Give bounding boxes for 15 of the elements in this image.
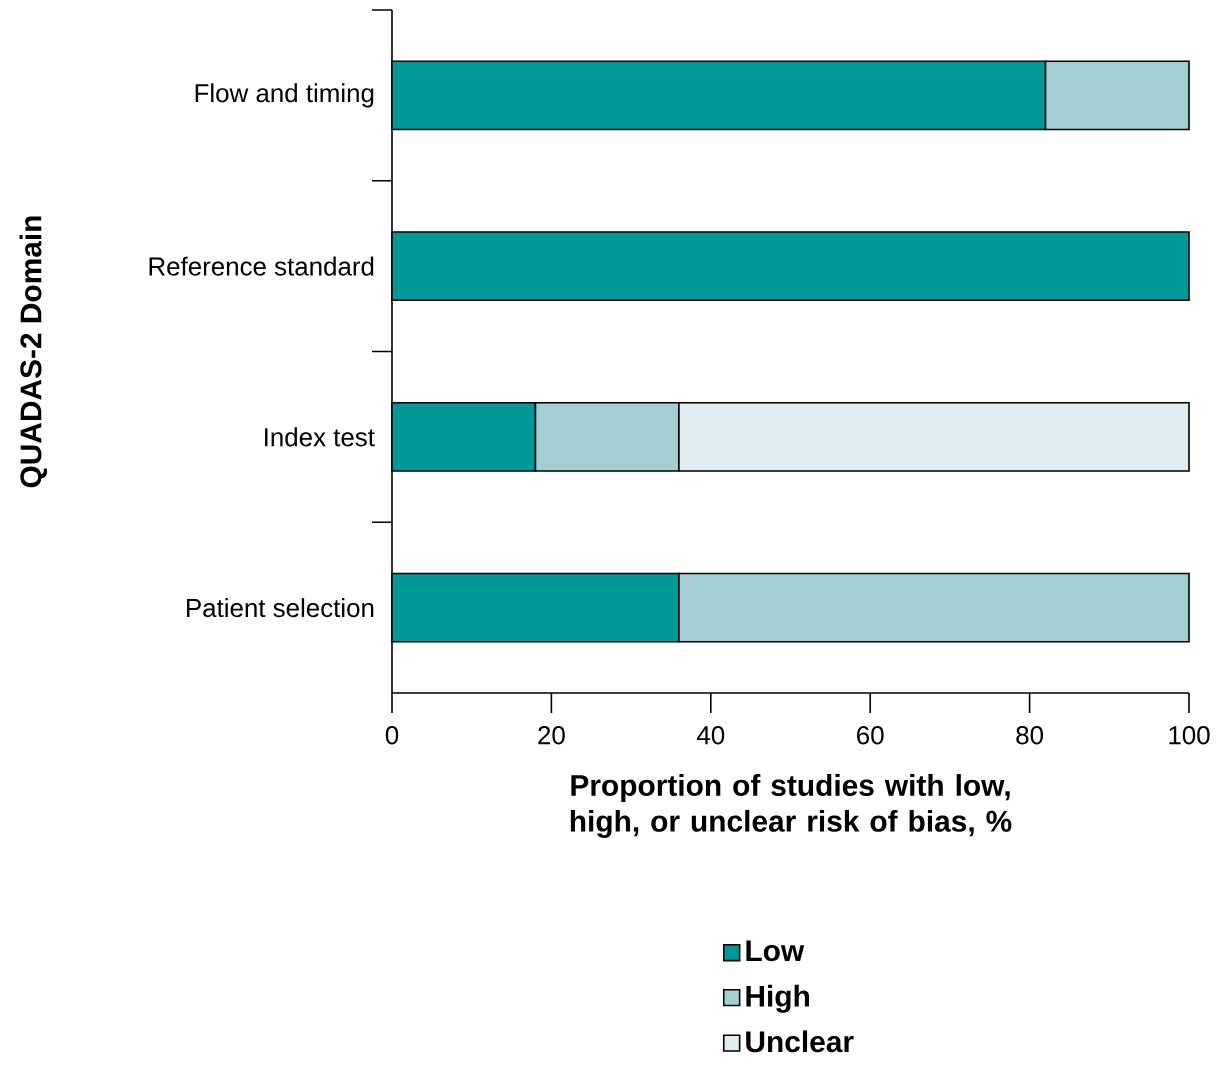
x-tick-label: 60 xyxy=(857,726,884,745)
y-axis-title: QUADAS-2 Domain xyxy=(19,216,48,488)
x-tick-label: 40 xyxy=(696,726,725,745)
x-tick-label: 0 xyxy=(385,726,399,745)
legend-label: Unclear xyxy=(746,1030,854,1053)
x-tick-label: 100 xyxy=(1169,726,1210,745)
y-tick-label: Flow and timing xyxy=(195,83,374,108)
y-tick-label: Index test xyxy=(265,427,375,447)
x-tick-label: 80 xyxy=(1016,726,1044,745)
x-axis-title: Proportion of studies with low, high, or unclear risk of bias, % xyxy=(570,774,1012,838)
legend-label: High xyxy=(746,984,809,1013)
x-tick-label: 20 xyxy=(538,726,565,745)
y-tick-label: Patient selection xyxy=(187,598,374,618)
legend-label: Low xyxy=(746,940,805,962)
y-tick-label: Reference standard xyxy=(149,256,374,276)
